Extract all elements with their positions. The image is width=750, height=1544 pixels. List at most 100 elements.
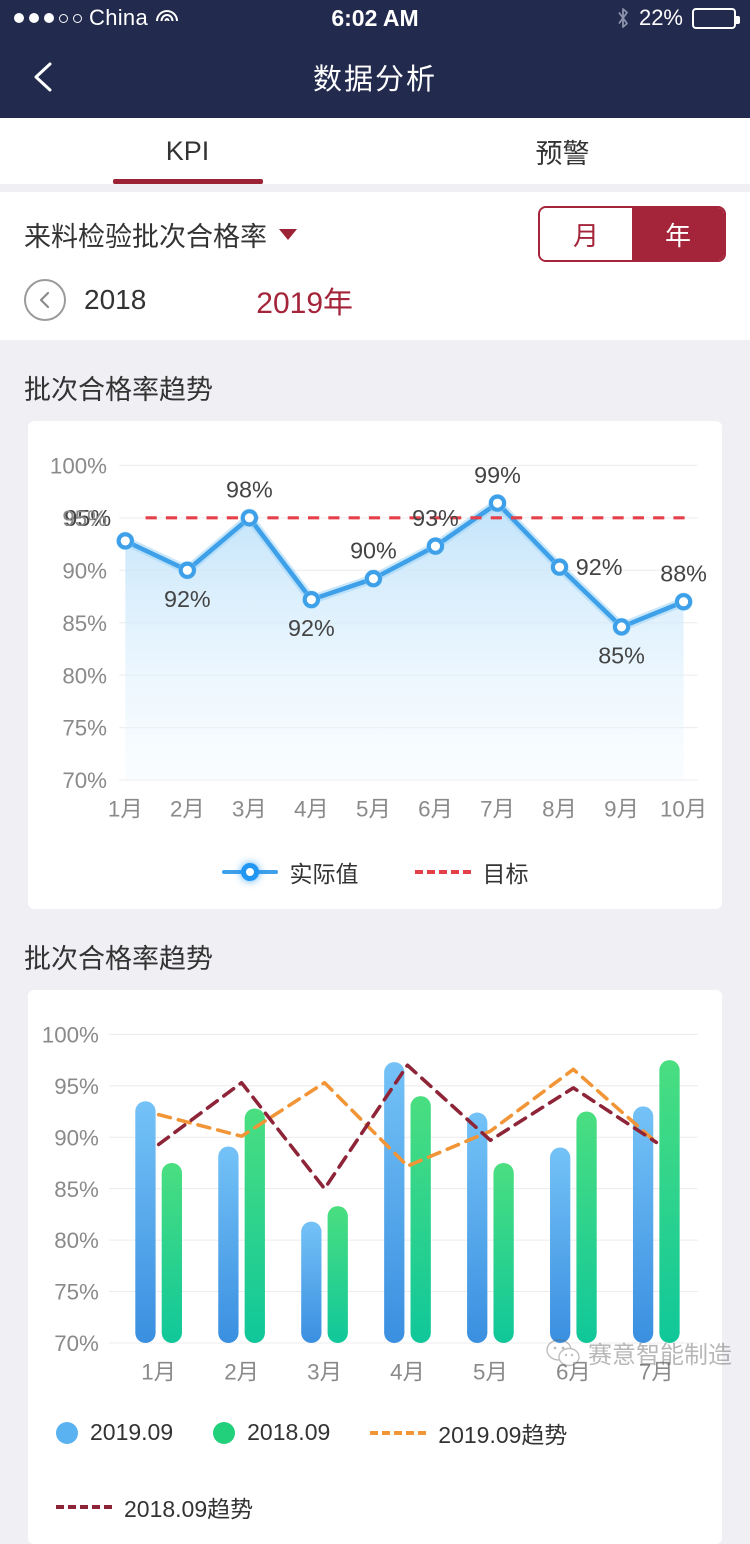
tab-kpi[interactable]: KPI — [0, 118, 375, 184]
legend-item-2019-trend[interactable]: 2019.09趋势 — [370, 1416, 567, 1450]
legend-item-target[interactable]: 目标 — [414, 855, 529, 889]
svg-text:100%: 100% — [42, 1023, 99, 1048]
svg-text:8月: 8月 — [542, 797, 577, 822]
dashed-line-icon — [56, 1504, 112, 1509]
svg-text:85%: 85% — [598, 642, 645, 668]
svg-text:95%: 95% — [64, 505, 111, 531]
legend-item-actual[interactable]: 实际值 — [221, 855, 359, 889]
svg-text:3月: 3月 — [232, 797, 267, 822]
svg-text:95%: 95% — [54, 1074, 99, 1099]
line-chart-card: 70% 75% 80% 85% 90% 95% 100% 95% 92% 98% 92% 90% 93%… — [28, 421, 722, 910]
bar-chart-card: 70% 75% 80% 85% 90% 95% 100% 1月 2月 3月 4月 5月 6月 7月 201… — [28, 990, 722, 1544]
svg-text:95%: 95% — [62, 506, 107, 531]
svg-text:75%: 75% — [62, 716, 107, 741]
svg-text:3月: 3月 — [307, 1360, 342, 1385]
period-segmented-control: 月 年 — [538, 206, 726, 262]
filter-row-year: 2018 2019年 — [24, 262, 726, 340]
legend-label-2018-trend: 2018.09趋势 — [124, 1495, 254, 1522]
svg-text:10月: 10月 — [660, 797, 707, 822]
section-bar-chart: 批次合格率趋势 70% 75% 80% 85% 90% 95% 100% 1月 2月 3月 4月 5月… — [0, 921, 750, 1544]
svg-text:2月: 2月 — [224, 1360, 259, 1385]
bar-chart-svg: 70% 75% 80% 85% 90% 95% 100% 1月 2月 3月 4月 5月 6月 7月 — [42, 1023, 698, 1385]
tab-alerts-label: 预警 — [535, 138, 590, 169]
section-line-chart: 批次合格率趋势 70% 75% 80% 85% 90% 95% 100% 95% 92% 98% 9… — [0, 352, 750, 910]
bar-chart: 70% 75% 80% 85% 90% 95% 100% 1月 2月 3月 4月 5月 6月 7月 — [38, 1008, 712, 1406]
svg-text:100%: 100% — [50, 454, 107, 479]
legend-label-target: 目标 — [482, 861, 529, 888]
svg-text:85%: 85% — [62, 611, 107, 636]
battery-percent-label: 22% — [638, 5, 683, 30]
line-chart-svg: 70%75%80%85%90%95%100%95%92%98%92%90%93%… — [50, 454, 707, 822]
legend-item-2018-trend[interactable]: 2018.09趋势 — [56, 1490, 253, 1524]
svg-text:90%: 90% — [54, 1125, 99, 1150]
filter-panel: 来料检验批次合格率 月 年 2018 2019年 — [0, 192, 750, 340]
bar-chart-legend: 2019.09 2018.09 2019.09趋势 2018.09趋势 — [38, 1406, 712, 1530]
previous-year-label[interactable]: 2018 — [84, 284, 147, 315]
period-month-button[interactable]: 月 — [540, 208, 632, 260]
svg-text:80%: 80% — [54, 1228, 99, 1253]
svg-text:4月: 4月 — [390, 1360, 425, 1385]
svg-text:6月: 6月 — [556, 1360, 591, 1385]
kpi-dropdown[interactable]: 来料检验批次合格率 — [24, 215, 297, 254]
svg-text:92%: 92% — [164, 586, 211, 612]
svg-text:4月: 4月 — [294, 797, 329, 822]
carrier-label: China — [89, 5, 148, 30]
svg-text:92%: 92% — [576, 554, 623, 580]
tab-bar: KPI 预警 — [0, 118, 750, 184]
period-year-button[interactable]: 年 — [632, 208, 724, 260]
wifi-icon — [155, 9, 179, 27]
line-marker-icon — [221, 863, 278, 882]
legend-label-2018: 2018.09 — [247, 1419, 331, 1446]
status-right: 22% — [616, 5, 740, 31]
legend-item-2019[interactable]: 2019.09 — [56, 1419, 173, 1446]
svg-text:5月: 5月 — [473, 1360, 508, 1385]
signal-dots-icon — [14, 13, 82, 23]
svg-text:7月: 7月 — [480, 797, 515, 822]
svg-text:92%: 92% — [288, 615, 335, 641]
dashed-line-icon — [370, 1430, 427, 1435]
svg-text:1月: 1月 — [141, 1360, 176, 1385]
svg-text:85%: 85% — [54, 1177, 99, 1202]
battery-icon — [692, 7, 740, 29]
status-bar: China 6:02 AM 22% — [0, 0, 750, 36]
current-year-label: 2019年 — [256, 287, 354, 320]
filter-row-top: 来料检验批次合格率 月 年 — [24, 206, 726, 262]
back-button[interactable] — [24, 57, 64, 97]
section-title-2: 批次合格率趋势 — [24, 944, 213, 975]
svg-text:1月: 1月 — [108, 797, 143, 822]
section-title-1: 批次合格率趋势 — [24, 375, 213, 405]
dashed-line-icon — [414, 870, 471, 875]
kpi-dropdown-label: 来料检验批次合格率 — [24, 221, 267, 252]
legend-item-2018[interactable]: 2018.09 — [213, 1419, 330, 1446]
svg-text:70%: 70% — [54, 1331, 99, 1356]
svg-text:7月: 7月 — [639, 1360, 674, 1385]
svg-text:90%: 90% — [350, 537, 397, 563]
chevron-down-icon — [279, 228, 297, 240]
svg-text:90%: 90% — [62, 558, 107, 583]
svg-text:75%: 75% — [54, 1280, 99, 1305]
tab-kpi-label: KPI — [165, 135, 210, 166]
svg-text:80%: 80% — [62, 663, 107, 688]
legend-label-2019-trend: 2019.09趋势 — [438, 1421, 568, 1448]
tab-alerts[interactable]: 预警 — [375, 118, 750, 184]
legend-label-actual: 实际值 — [289, 861, 359, 888]
svg-text:9月: 9月 — [604, 797, 639, 822]
svg-text:98%: 98% — [226, 477, 273, 503]
status-left: China — [14, 5, 179, 31]
svg-text:95%: 95% — [62, 506, 107, 531]
legend-label-2019: 2019.09 — [90, 1419, 174, 1446]
svg-text:99%: 99% — [474, 462, 521, 488]
svg-text:2月: 2月 — [170, 797, 205, 822]
line-chart-legend: 实际值 目标 — [38, 845, 712, 895]
tab-divider — [0, 184, 750, 192]
svg-text:5月: 5月 — [356, 797, 391, 822]
line-chart: 70% 75% 80% 85% 90% 95% 100% 95% 92% 98% 92% 90% 93%… — [38, 439, 712, 845]
circle-chevron-left-icon[interactable] — [24, 279, 66, 321]
svg-text:6月: 6月 — [418, 797, 453, 822]
bluetooth-icon — [616, 7, 630, 29]
svg-text:70%: 70% — [62, 768, 107, 793]
tab-active-underline — [112, 179, 263, 184]
svg-text:88%: 88% — [660, 560, 707, 586]
navigation-bar: 数据分析 — [0, 36, 750, 118]
dot-icon — [56, 1421, 78, 1444]
